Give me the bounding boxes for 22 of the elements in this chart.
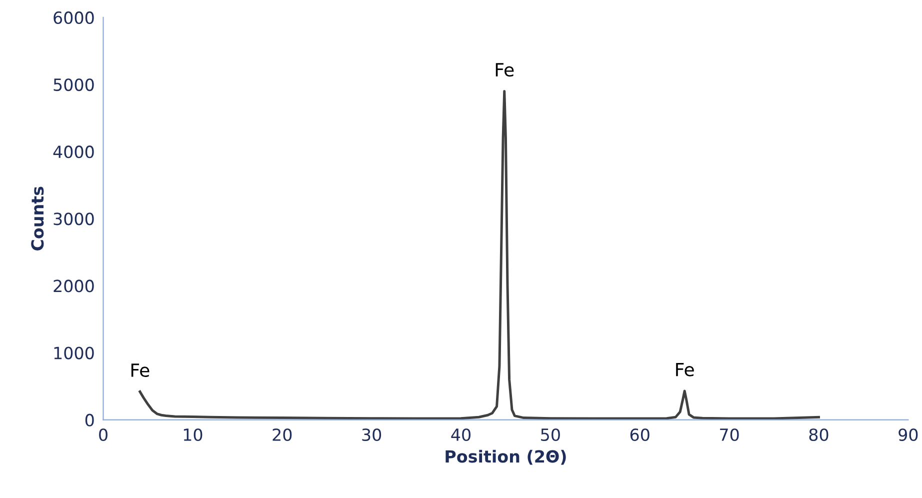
x-tick-label: 90 xyxy=(898,428,918,442)
y-tick-label: 4000 xyxy=(53,146,94,158)
x-tick-label: 10 xyxy=(184,428,202,442)
x-tick-label: 60 xyxy=(630,428,650,442)
y-tick-label: 0 xyxy=(85,414,94,426)
annotation: Fe xyxy=(131,364,150,378)
y-tick-label: 6000 xyxy=(54,11,94,24)
x-tick-label: 70 xyxy=(720,428,739,442)
x-axis-title: Position (2Θ) xyxy=(446,450,566,465)
x-tick-label: 50 xyxy=(541,428,560,442)
y-tick-label: 3000 xyxy=(54,212,94,226)
x-tick-label: 20 xyxy=(272,428,292,442)
x-tick-label: 40 xyxy=(451,428,470,442)
y-tick-label: 2000 xyxy=(54,280,94,292)
annotation: Fe xyxy=(676,362,694,376)
x-tick-label: 80 xyxy=(809,428,828,442)
y-tick-label: 1000 xyxy=(54,346,94,360)
x-tick-label: 0 xyxy=(99,428,108,442)
y-axis-title: Counts xyxy=(31,186,44,250)
y-tick-label: 5000 xyxy=(54,78,94,92)
x-tick-label: 30 xyxy=(362,428,382,442)
annotation: Fe xyxy=(496,63,514,77)
